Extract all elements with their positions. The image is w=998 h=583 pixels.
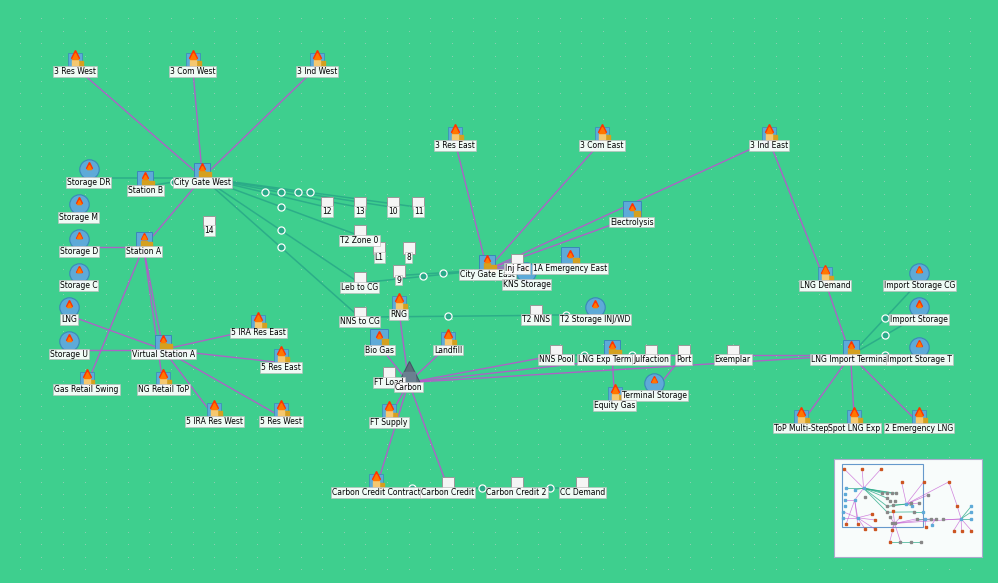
Text: 5 IRA Res East: 5 IRA Res East [231,328,285,338]
Text: T2 Storage INJ/WD: T2 Storage INJ/WD [560,315,631,324]
Text: Gas Retail Swing: Gas Retail Swing [54,385,119,394]
Text: 5 IRA Res West: 5 IRA Res West [186,417,243,426]
Text: Equity Gas: Equity Gas [594,401,636,410]
Text: Storage U: Storage U [50,350,88,359]
Text: Inj Fac: Inj Fac [505,264,529,273]
Text: 3 Com West: 3 Com West [170,66,216,76]
Text: Storage C: Storage C [60,281,98,290]
Text: Carbon Credit 2: Carbon Credit 2 [486,488,547,497]
Text: Spot LNG Exp: Spot LNG Exp [828,423,880,433]
Text: Carbon: Carbon [395,382,422,392]
Text: Terminal Storage: Terminal Storage [622,391,687,400]
Text: 12: 12 [322,208,332,216]
Text: 5 Res West: 5 Res West [260,417,302,426]
Text: 3 Res West: 3 Res West [54,66,96,76]
Text: KNS Storage: KNS Storage [503,280,551,289]
Text: 13: 13 [354,208,364,216]
Text: Bio Gas: Bio Gas [364,346,393,354]
Text: Carbon Credit: Carbon Credit [421,488,475,497]
Text: T2 NNS: T2 NNS [522,315,550,324]
Text: Storage D: Storage D [60,247,98,256]
Text: 3 Ind West: 3 Ind West [297,66,337,76]
Text: LNG Demand: LNG Demand [799,281,850,290]
Text: 2 Emergency LNG: 2 Emergency LNG [885,423,953,433]
Text: Storage DR: Storage DR [67,178,111,187]
Text: 3 Res East: 3 Res East [435,141,475,150]
Text: FT Load: FT Load [374,378,404,387]
Text: Import Storage T: Import Storage T [887,355,952,364]
Text: Storage M: Storage M [59,213,98,222]
Text: Virtual Station A: Virtual Station A [132,350,195,359]
Text: City Gate West: City Gate West [174,178,231,187]
Text: Landfill: Landfill [434,346,462,354]
Text: Import Storage: Import Storage [890,315,948,324]
Text: Station B: Station B [128,186,163,195]
Text: LNG: LNG [61,315,77,324]
Text: Port: Port [676,355,692,364]
Text: 3 Com East: 3 Com East [581,141,624,150]
Text: 3 Ind East: 3 Ind East [749,141,788,150]
Text: L1: L1 [374,253,383,262]
Text: FT Supply: FT Supply [370,418,408,427]
Text: ToP Multi-Step: ToP Multi-Step [774,423,828,433]
Text: City Gate East: City Gate East [460,270,515,279]
Text: Exemplar: Exemplar [715,355,750,364]
Text: 9: 9 [396,276,401,285]
Text: CC Demand: CC Demand [560,488,605,497]
Text: 11: 11 [414,208,423,216]
Text: 8: 8 [406,253,411,262]
Text: Electrolysis: Electrolysis [610,217,654,227]
Text: RNG: RNG [390,310,407,319]
Text: Julfaction: Julfaction [634,355,669,364]
Text: NG Retail ToP: NG Retail ToP [138,385,189,394]
Text: NNS to CG: NNS to CG [339,317,379,326]
Text: Carbon Credit Contract: Carbon Credit Contract [332,488,420,497]
Text: NNS Pool: NNS Pool [539,355,573,364]
Text: Leb to CG: Leb to CG [341,283,378,292]
Text: LNG Import Terminal: LNG Import Terminal [811,355,890,364]
Text: 1A Emergency East: 1A Emergency East [533,264,607,273]
Text: LNG Exp Terminal: LNG Exp Terminal [578,355,646,364]
Text: Import Storage CG: Import Storage CG [883,281,955,290]
Text: 14: 14 [205,226,215,235]
Text: T2 Zone 0: T2 Zone 0 [340,236,378,245]
Text: 5 Res East: 5 Res East [261,363,301,371]
Text: 10: 10 [388,208,398,216]
Text: Station A: Station A [126,247,161,256]
